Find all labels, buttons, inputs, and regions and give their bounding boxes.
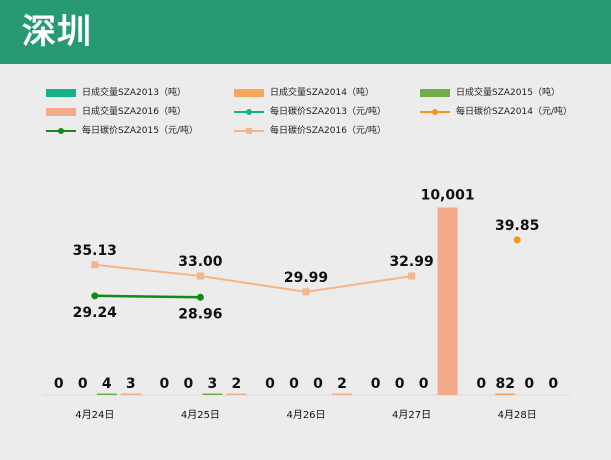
legend-label: 每日碳价SZA2014（元/吨） <box>456 107 572 117</box>
bar-value-label: 0 <box>524 376 534 392</box>
price-line <box>94 263 412 293</box>
legend-swatch <box>234 89 264 97</box>
bar-value-label: 0 <box>265 376 275 392</box>
volume-bar <box>120 393 141 395</box>
bar-value-label: 0 <box>160 376 170 392</box>
legend-label: 每日碳价SZA2013（元/吨） <box>270 107 386 117</box>
bar-value-label: 0 <box>78 376 88 392</box>
x-tick-label: 4月28日 <box>498 409 537 421</box>
price-value-label: 33.00 <box>178 254 223 270</box>
volume-bar <box>202 393 223 395</box>
header-bar: 深圳 <box>0 0 611 64</box>
bar-value-label: 0 <box>476 376 486 392</box>
volume-bar <box>332 393 352 395</box>
bar-value-label: 0 <box>548 376 558 392</box>
bar-value-label: 0 <box>184 376 194 392</box>
x-tick-label: 4月27日 <box>392 409 431 421</box>
bar-value-label: 0 <box>371 376 381 392</box>
x-tick-label: 4月24日 <box>75 409 114 421</box>
legend-marker <box>246 128 252 134</box>
legend-label: 日成交量SZA2015（吨） <box>456 88 560 98</box>
volume-bar <box>226 393 247 395</box>
bar-value-label: 0 <box>54 376 64 392</box>
price-value-label: 32.99 <box>389 254 433 270</box>
bar-value-label: 0 <box>289 376 299 392</box>
legend-swatch <box>420 89 450 97</box>
price-marker <box>408 272 416 280</box>
legend-marker <box>58 128 64 134</box>
bar-value-label: 0 <box>419 376 429 392</box>
price-line <box>94 294 201 299</box>
volume-bar <box>495 393 516 395</box>
price-marker <box>196 293 204 301</box>
legend-label: 日成交量SZA2016（吨） <box>82 107 186 117</box>
price-marker <box>91 292 99 300</box>
price-value-label: 29.24 <box>73 305 118 321</box>
legend-marker <box>432 109 438 115</box>
bar-value-label: 3 <box>126 376 136 392</box>
chart-legend: 日成交量SZA2013（吨） 日成交量SZA2014（吨） 日成交量SZA2015（… <box>0 80 611 150</box>
price-marker <box>302 288 310 296</box>
legend-swatch <box>46 108 76 116</box>
bar-value-label: 0 <box>313 376 323 392</box>
price-marker <box>91 261 99 269</box>
bar-value-label: 10,001 <box>421 187 475 203</box>
price-value-label: 35.13 <box>73 243 117 259</box>
bar-value-label: 82 <box>495 376 514 392</box>
price-marker <box>513 236 521 244</box>
price-marker <box>196 272 204 280</box>
volume-bar <box>437 207 458 395</box>
bar-value-label: 3 <box>208 376 218 392</box>
price-value-label: 29.99 <box>284 270 328 286</box>
bar-value-label: 4 <box>102 376 112 392</box>
volume-bar <box>96 393 117 395</box>
bar-value-label: 0 <box>395 376 405 392</box>
legend-label: 日成交量SZA2013（吨） <box>82 88 186 98</box>
legend-label: 日成交量SZA2014（吨） <box>270 88 374 98</box>
legend-label: 每日碳价SZA2016（元/吨） <box>270 126 386 136</box>
price-value-label: 39.85 <box>495 218 539 234</box>
legend-marker <box>246 109 252 115</box>
legend-label: 每日碳价SZA2015（元/吨） <box>82 126 198 136</box>
x-tick-label: 4月25日 <box>181 409 220 421</box>
page-title: 深圳 <box>22 12 92 52</box>
x-tick-label: 4月26日 <box>286 409 325 421</box>
bar-value-label: 2 <box>232 376 242 392</box>
price-value-label: 28.96 <box>178 306 222 322</box>
bar-value-label: 2 <box>337 376 347 392</box>
legend-swatch <box>46 89 76 97</box>
